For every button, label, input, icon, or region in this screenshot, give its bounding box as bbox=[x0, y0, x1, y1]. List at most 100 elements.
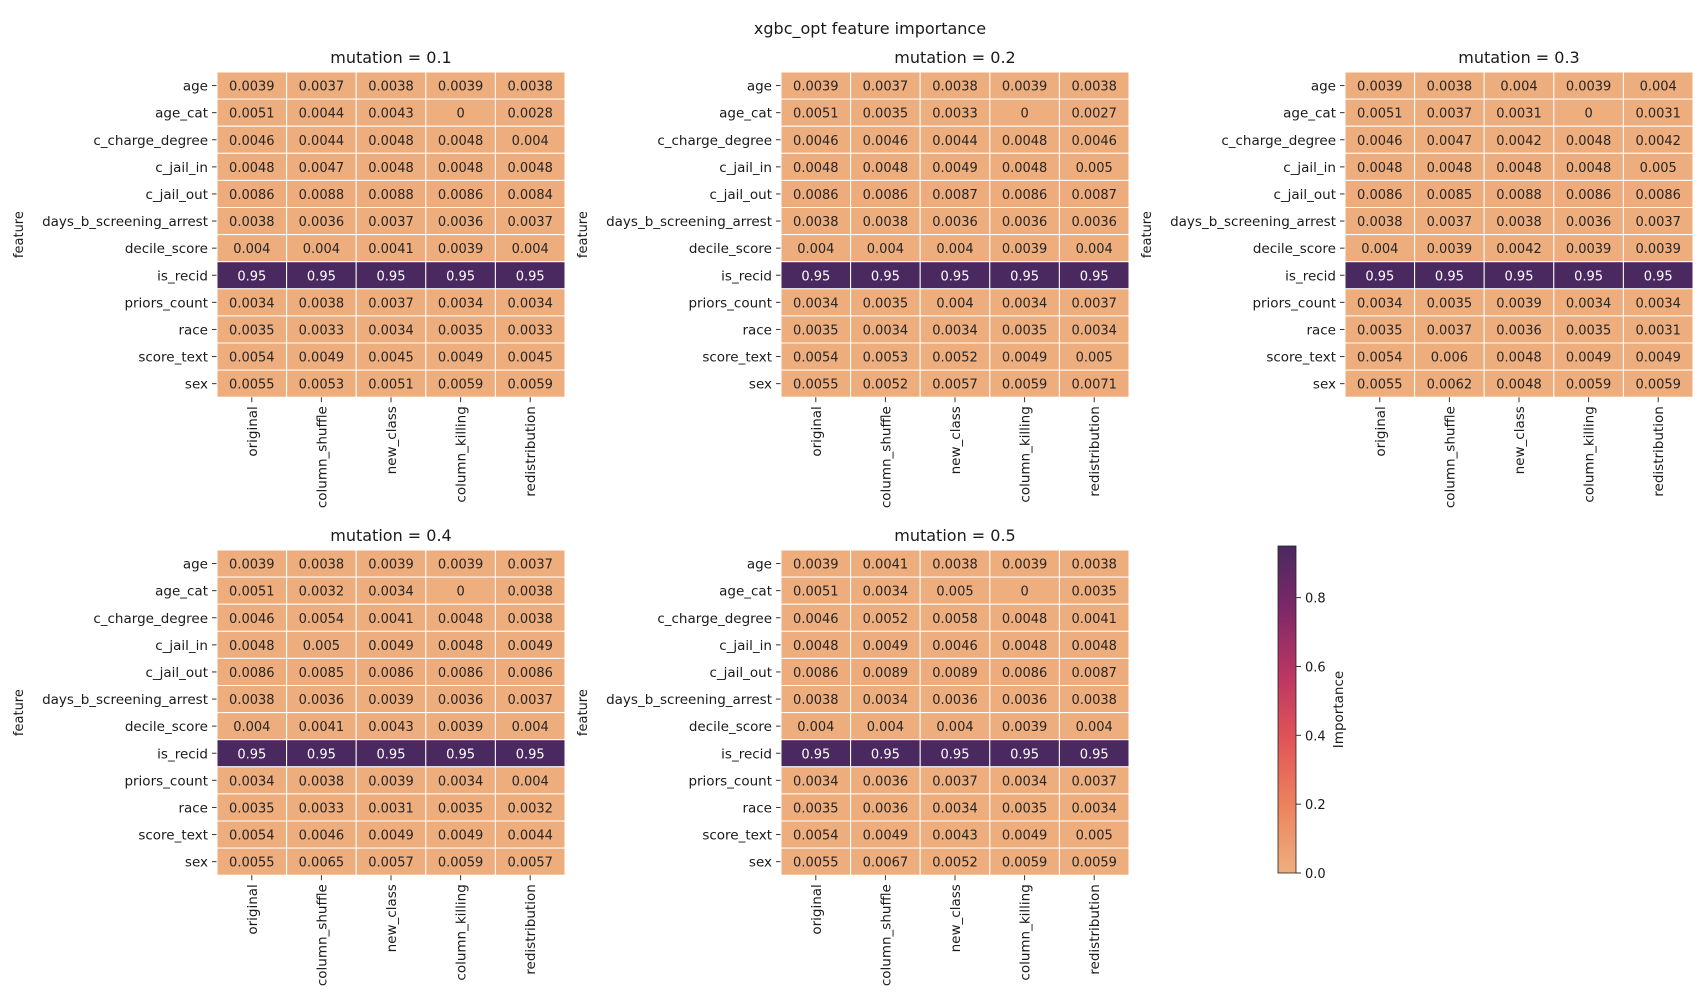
heatmap-cell bbox=[780, 234, 852, 263]
cell-value-label: 0.0059 bbox=[1002, 856, 1048, 871]
cell-value-label: 0.0039 bbox=[1002, 720, 1048, 735]
x-tick-label: column_killing bbox=[1018, 406, 1034, 502]
x-tick-label: original bbox=[245, 884, 261, 934]
cell-value-label: 0.0035 bbox=[863, 107, 909, 122]
heatmap-cell bbox=[425, 152, 496, 181]
heatmap-cell bbox=[850, 847, 921, 876]
heatmap-cell bbox=[919, 152, 991, 181]
heatmap-cell bbox=[1414, 369, 1485, 398]
heatmap-cell bbox=[919, 234, 991, 263]
heatmap-cell bbox=[494, 315, 566, 344]
heatmap-cell bbox=[286, 125, 357, 154]
x-tick-label: new_class bbox=[384, 406, 400, 474]
heatmap-cell bbox=[1058, 152, 1130, 181]
cell-value-label: 0.0048 bbox=[438, 639, 484, 654]
heatmap-cell bbox=[1058, 685, 1130, 714]
y-tick-label: race bbox=[742, 322, 772, 338]
heatmap-cell bbox=[425, 793, 496, 822]
y-tick-label: c_jail_in bbox=[155, 160, 208, 176]
cell-value-label: 0.0036 bbox=[438, 215, 484, 230]
cell-value-label: 0.0035 bbox=[438, 801, 484, 816]
cell-value-label: 0.0089 bbox=[863, 666, 909, 681]
y-tick-label: decile_score bbox=[1253, 241, 1336, 257]
heatmap-cell bbox=[355, 152, 427, 181]
heatmap-cell bbox=[355, 793, 427, 822]
cell-value-label: 0.0048 bbox=[1496, 161, 1542, 176]
cell-value-label: 0.0034 bbox=[863, 585, 909, 600]
y-tick-label: score_text bbox=[702, 828, 772, 844]
cell-value-label: 0.0039 bbox=[1635, 242, 1681, 257]
heatmap-cell bbox=[1622, 179, 1694, 208]
cell-value-label: 0.0086 bbox=[438, 666, 484, 681]
y-tick-label: decile_score bbox=[689, 719, 772, 735]
heatmap-cell bbox=[425, 576, 496, 605]
heatmap-cell bbox=[286, 98, 357, 127]
cell-value-label: 0.0046 bbox=[793, 612, 839, 627]
y-axis-label: feature bbox=[12, 211, 27, 258]
heatmap-cell bbox=[919, 342, 991, 371]
y-tick-label: sex bbox=[1313, 377, 1336, 393]
cell-value-label: 0.0055 bbox=[229, 856, 275, 871]
cell-value-label: 0.0044 bbox=[507, 829, 553, 844]
y-tick-label: c_charge_degree bbox=[93, 611, 208, 627]
panel-title: mutation = 0.1 bbox=[330, 48, 451, 67]
cell-value-label: 0.0036 bbox=[932, 215, 978, 230]
cell-value-label: 0.0037 bbox=[932, 774, 978, 789]
cell-value-label: 0.0048 bbox=[438, 612, 484, 627]
cell-value-label: 0.0039 bbox=[368, 774, 414, 789]
cell-value-label: 0.0039 bbox=[1002, 242, 1048, 257]
cell-value-label: 0.0038 bbox=[299, 774, 345, 789]
cell-value-label: 0.0038 bbox=[368, 80, 414, 95]
heatmap-cell bbox=[989, 125, 1060, 154]
cell-value-label: 0.95 bbox=[1644, 269, 1673, 284]
cell-value-label: 0.0055 bbox=[793, 378, 839, 393]
cell-value-label: 0.004 bbox=[936, 296, 973, 311]
cell-value-label: 0.0051 bbox=[229, 585, 275, 600]
heatmap-cell bbox=[1553, 234, 1624, 263]
cell-value-label: 0.95 bbox=[516, 747, 545, 762]
cell-value-label: 0.0086 bbox=[1635, 188, 1681, 203]
heatmap-cell bbox=[494, 739, 566, 768]
heatmap-cell bbox=[425, 847, 496, 876]
heatmap-cell bbox=[494, 793, 566, 822]
cell-value-label: 0.0055 bbox=[793, 856, 839, 871]
heatmap-cell bbox=[1344, 288, 1416, 317]
heatmap-cell bbox=[425, 125, 496, 154]
cell-value-label: 0.0048 bbox=[1427, 161, 1473, 176]
heatmap-cell bbox=[1058, 315, 1130, 344]
heatmap-cell bbox=[216, 739, 288, 768]
heatmap-cell bbox=[494, 179, 566, 208]
heatmap-cell bbox=[780, 288, 852, 317]
cell-value-label: 0.0041 bbox=[863, 558, 909, 573]
heatmap-cell bbox=[286, 603, 357, 632]
x-tick-label: column_shuffle bbox=[878, 406, 894, 508]
heatmap-cell bbox=[1483, 98, 1555, 127]
cell-value-label: 0.004 bbox=[233, 242, 270, 257]
heatmap-cell bbox=[850, 603, 921, 632]
cell-value-label: 0.0038 bbox=[1427, 80, 1473, 95]
cell-value-label: 0.95 bbox=[377, 269, 406, 284]
cell-value-label: 0.0038 bbox=[932, 558, 978, 573]
cell-value-label: 0.95 bbox=[1010, 269, 1039, 284]
y-tick-label: decile_score bbox=[689, 241, 772, 257]
y-tick-label: age_cat bbox=[155, 584, 208, 600]
colorbar-tick-label: 0.6 bbox=[1305, 660, 1326, 675]
cell-value-label: 0.0033 bbox=[299, 801, 345, 816]
cell-value-label: 0.0034 bbox=[793, 296, 839, 311]
heatmap-cell bbox=[780, 657, 852, 687]
x-tick-label: redistribution bbox=[1651, 406, 1667, 497]
heatmap-cell bbox=[850, 71, 921, 100]
cell-value-label: 0.0087 bbox=[932, 188, 978, 203]
cell-value-label: 0.95 bbox=[1080, 269, 1109, 284]
heatmap-cell bbox=[1483, 288, 1555, 317]
cell-value-label: 0.0086 bbox=[368, 666, 414, 681]
cell-value-label: 0.0038 bbox=[299, 558, 345, 573]
cell-value-label: 0.0048 bbox=[1496, 351, 1542, 366]
cell-value-label: 0.0037 bbox=[299, 80, 345, 95]
x-tick-label: column_shuffle bbox=[878, 884, 894, 986]
cell-value-label: 0.0058 bbox=[932, 612, 978, 627]
heatmap-cell bbox=[216, 576, 288, 605]
cell-value-label: 0.0038 bbox=[1357, 215, 1403, 230]
cell-value-label: 0.0054 bbox=[793, 829, 839, 844]
x-tick-label: redistribution bbox=[1087, 884, 1103, 975]
